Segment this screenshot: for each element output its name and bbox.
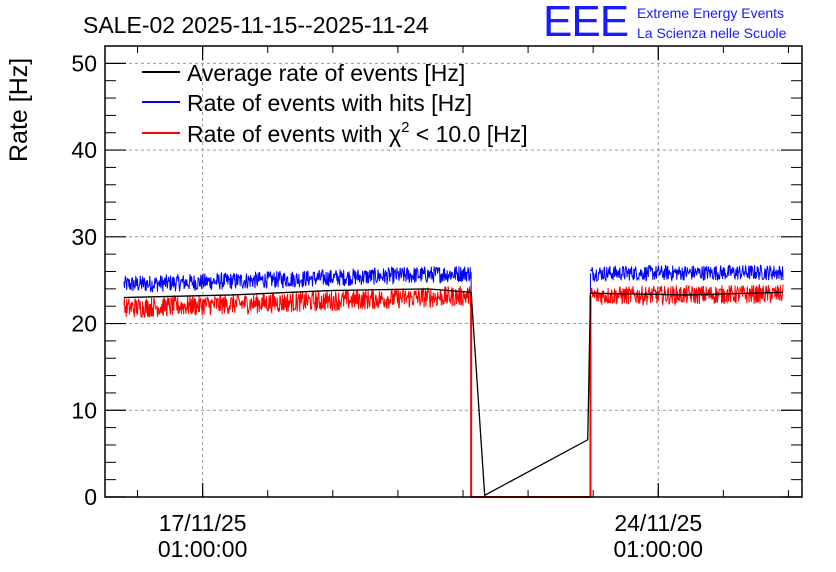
y-tick-label: 30	[71, 224, 97, 250]
series-hits-line	[123, 266, 472, 293]
y-tick-label: 40	[71, 137, 97, 163]
y-axis-label: Rate [Hz]	[5, 58, 33, 162]
grid	[105, 46, 802, 497]
axes: 0102030405017/11/2501:00:0024/11/2501:00…	[71, 45, 802, 562]
legend-label-average: Average rate of events [Hz]	[187, 60, 465, 86]
series-chi2-gap	[470, 295, 592, 498]
legend-label-chi2: Rate of events with χ2 < 10.0 [Hz]	[187, 119, 528, 147]
x-tick-label-date: 17/11/25	[159, 510, 247, 536]
legend-chi2-suffix: < 10.0 [Hz]	[409, 121, 527, 147]
legend-chi2-symbol: χ	[389, 121, 401, 147]
series-hits-line	[590, 264, 784, 283]
x-tick-label-date: 24/11/25	[614, 510, 702, 536]
logo-line-1: Extreme Energy Events	[637, 5, 785, 21]
y-tick-label: 10	[71, 397, 97, 423]
x-tick-label-time: 01:00:00	[158, 536, 248, 562]
y-tick-label: 50	[71, 50, 97, 76]
legend-chi2-sup: 2	[401, 119, 409, 136]
series-chi2-line	[589, 283, 784, 307]
legend-chi2-prefix: Rate of events with	[187, 121, 389, 147]
chart-title: SALE-02 2025-11-15--2025-11-24	[83, 12, 429, 38]
y-tick-label: 20	[71, 311, 97, 337]
y-tick-label: 0	[84, 484, 97, 510]
series-chi2-line	[123, 285, 472, 319]
logo-line-2: La Scienza nelle Scuole	[637, 25, 787, 41]
series-chi2	[123, 283, 784, 498]
x-tick-label-time: 01:00:00	[613, 536, 703, 562]
legend: Average rate of events [Hz] Rate of even…	[142, 60, 528, 147]
series-average-line	[123, 288, 784, 497]
legend-label-hits: Rate of events with hits [Hz]	[187, 90, 472, 116]
eee-logo: EEE	[543, 0, 629, 46]
series-layer	[123, 264, 784, 498]
